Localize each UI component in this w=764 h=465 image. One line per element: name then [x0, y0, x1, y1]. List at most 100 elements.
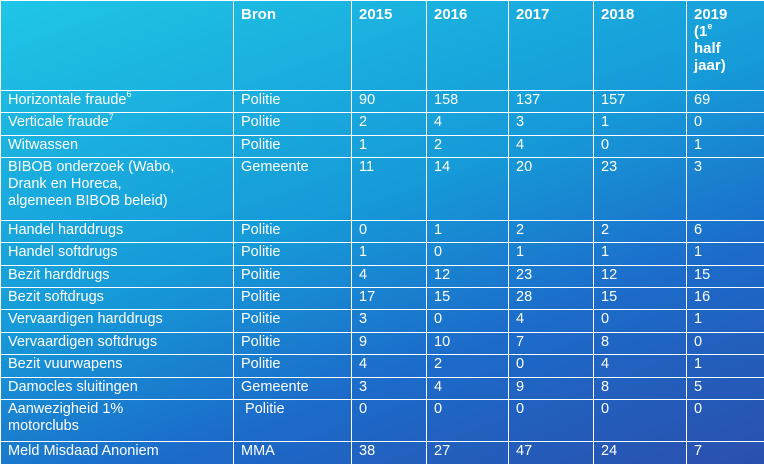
cell-2015: 3 — [351, 309, 427, 333]
header-2019: 2019 (1e half jaar) — [686, 0, 764, 91]
table-row: Witwassen Politie 1 2 4 0 1 — [0, 134, 764, 159]
header-category — [0, 0, 234, 91]
cell-2018: 2 — [593, 219, 687, 244]
cell-2018: 157 — [593, 89, 687, 114]
cell-2018: 15 — [593, 286, 687, 311]
cell-2019: 1 — [686, 134, 764, 159]
cell-2015: 1 — [351, 134, 427, 159]
cell-2015: 38 — [351, 441, 427, 465]
cell-2017: 3 — [508, 112, 594, 136]
cell-2016: 158 — [426, 89, 509, 114]
cell-2019: 5 — [686, 376, 764, 400]
table-row: Vervaardigen softdrugs Politie 9 10 7 8 … — [0, 331, 764, 356]
cell-2015: 90 — [351, 89, 427, 114]
row-source: Politie — [233, 112, 352, 136]
table-row: Vervaardigen harddrugs Politie 3 0 4 0 1 — [0, 309, 764, 333]
cell-2016: 27 — [426, 441, 509, 465]
table-row: Handel softdrugs Politie 1 0 1 1 1 — [0, 242, 764, 266]
cell-2018: 0 — [593, 309, 687, 333]
row-category: Bezit softdrugs — [0, 286, 234, 311]
row-category: Handel softdrugs — [0, 242, 234, 266]
cell-2018: 23 — [593, 157, 687, 221]
row-category: Bezit vuurwapens — [0, 354, 234, 378]
cell-2016: 12 — [426, 264, 509, 288]
cell-2018: 1 — [593, 242, 687, 266]
cell-2017: 137 — [508, 89, 594, 114]
cell-2016: 1 — [426, 219, 509, 244]
table-row: BIBOB onderzoek (Wabo, Drank en Horeca, … — [0, 157, 764, 221]
cell-2016: 10 — [426, 331, 509, 356]
row-source: Gemeente — [233, 157, 352, 221]
row-category: Horizontale fraude6 — [0, 89, 234, 114]
cell-2016: 15 — [426, 286, 509, 311]
cell-2018: 4 — [593, 354, 687, 378]
cell-2016: 0 — [426, 398, 509, 443]
cell-2017: 9 — [508, 376, 594, 400]
row-category: Vervaardigen harddrugs — [0, 309, 234, 333]
row-category: Damocles sluitingen — [0, 376, 234, 400]
row-source: MMA — [233, 441, 352, 465]
row-source: Gemeente — [233, 376, 352, 400]
cell-2019: 1 — [686, 242, 764, 266]
header-2016: 2016 — [426, 0, 509, 91]
header-2019-jaar: jaar) — [694, 57, 726, 74]
cell-2017: 0 — [508, 398, 594, 443]
row-category: BIBOB onderzoek (Wabo, Drank en Horeca, … — [0, 157, 234, 221]
row-category: Witwassen — [0, 134, 234, 159]
cell-2016: 4 — [426, 376, 509, 400]
cell-2015: 3 — [351, 376, 427, 400]
row-source: Politie — [233, 264, 352, 288]
cell-2016: 2 — [426, 354, 509, 378]
cell-2016: 0 — [426, 242, 509, 266]
header-row: Bron 2015 2016 2017 2018 2019 (1e half j… — [0, 0, 764, 91]
table-row: Handel harddrugs Politie 0 1 2 2 6 — [0, 219, 764, 244]
row-category: Handel harddrugs — [0, 219, 234, 244]
header-2018: 2018 — [593, 0, 687, 91]
cell-2018: 1 — [593, 112, 687, 136]
cell-2017: 28 — [508, 286, 594, 311]
table-row: Bezit softdrugs Politie 17 15 28 15 16 — [0, 286, 764, 311]
cell-2019: 1 — [686, 354, 764, 378]
cell-2019: 15 — [686, 264, 764, 288]
row-source: Politie — [233, 354, 352, 378]
header-2019-half: half — [694, 40, 721, 57]
table-row: Damocles sluitingen Gemeente 3 4 9 8 5 — [0, 376, 764, 400]
cell-2015: 9 — [351, 331, 427, 356]
row-category: Meld Misdaad Anoniem — [0, 441, 234, 465]
cell-2016: 14 — [426, 157, 509, 221]
table-row: Bezit vuurwapens Politie 4 2 0 4 1 — [0, 354, 764, 378]
table-row: Horizontale fraude6 Politie 90 158 137 1… — [0, 89, 764, 114]
cell-2015: 4 — [351, 354, 427, 378]
cell-2017: 2 — [508, 219, 594, 244]
cell-2019: 0 — [686, 398, 764, 443]
cell-2015: 11 — [351, 157, 427, 221]
cell-2017: 7 — [508, 331, 594, 356]
cell-2015: 0 — [351, 219, 427, 244]
row-source: Politie — [233, 286, 352, 311]
cell-2017: 20 — [508, 157, 594, 221]
cell-2019: 0 — [686, 331, 764, 356]
cell-2017: 4 — [508, 309, 594, 333]
table-row: Bezit harddrugs Politie 4 12 23 12 15 — [0, 264, 764, 288]
cell-2015: 2 — [351, 112, 427, 136]
cell-2017: 4 — [508, 134, 594, 159]
table-row: Aanwezigheid 1% motorclubs Politie 0 0 0… — [0, 398, 764, 443]
cell-2015: 0 — [351, 398, 427, 443]
cell-2017: 47 — [508, 441, 594, 465]
table-row: Meld Misdaad Anoniem MMA 38 27 47 24 7 — [0, 441, 764, 465]
cell-2018: 12 — [593, 264, 687, 288]
cell-2018: 8 — [593, 331, 687, 356]
cell-2016: 4 — [426, 112, 509, 136]
row-source: Politie — [233, 309, 352, 333]
header-source: Bron — [233, 0, 352, 91]
header-2017: 2017 — [508, 0, 594, 91]
cell-2017: 1 — [508, 242, 594, 266]
header-2019-paren: (1 — [694, 23, 708, 40]
cell-2018: 24 — [593, 441, 687, 465]
row-source: Politie — [233, 219, 352, 244]
cell-2017: 0 — [508, 354, 594, 378]
row-source: Politie — [233, 89, 352, 114]
footnote-ref: 6 — [126, 89, 132, 100]
header-2015: 2015 — [351, 0, 427, 91]
